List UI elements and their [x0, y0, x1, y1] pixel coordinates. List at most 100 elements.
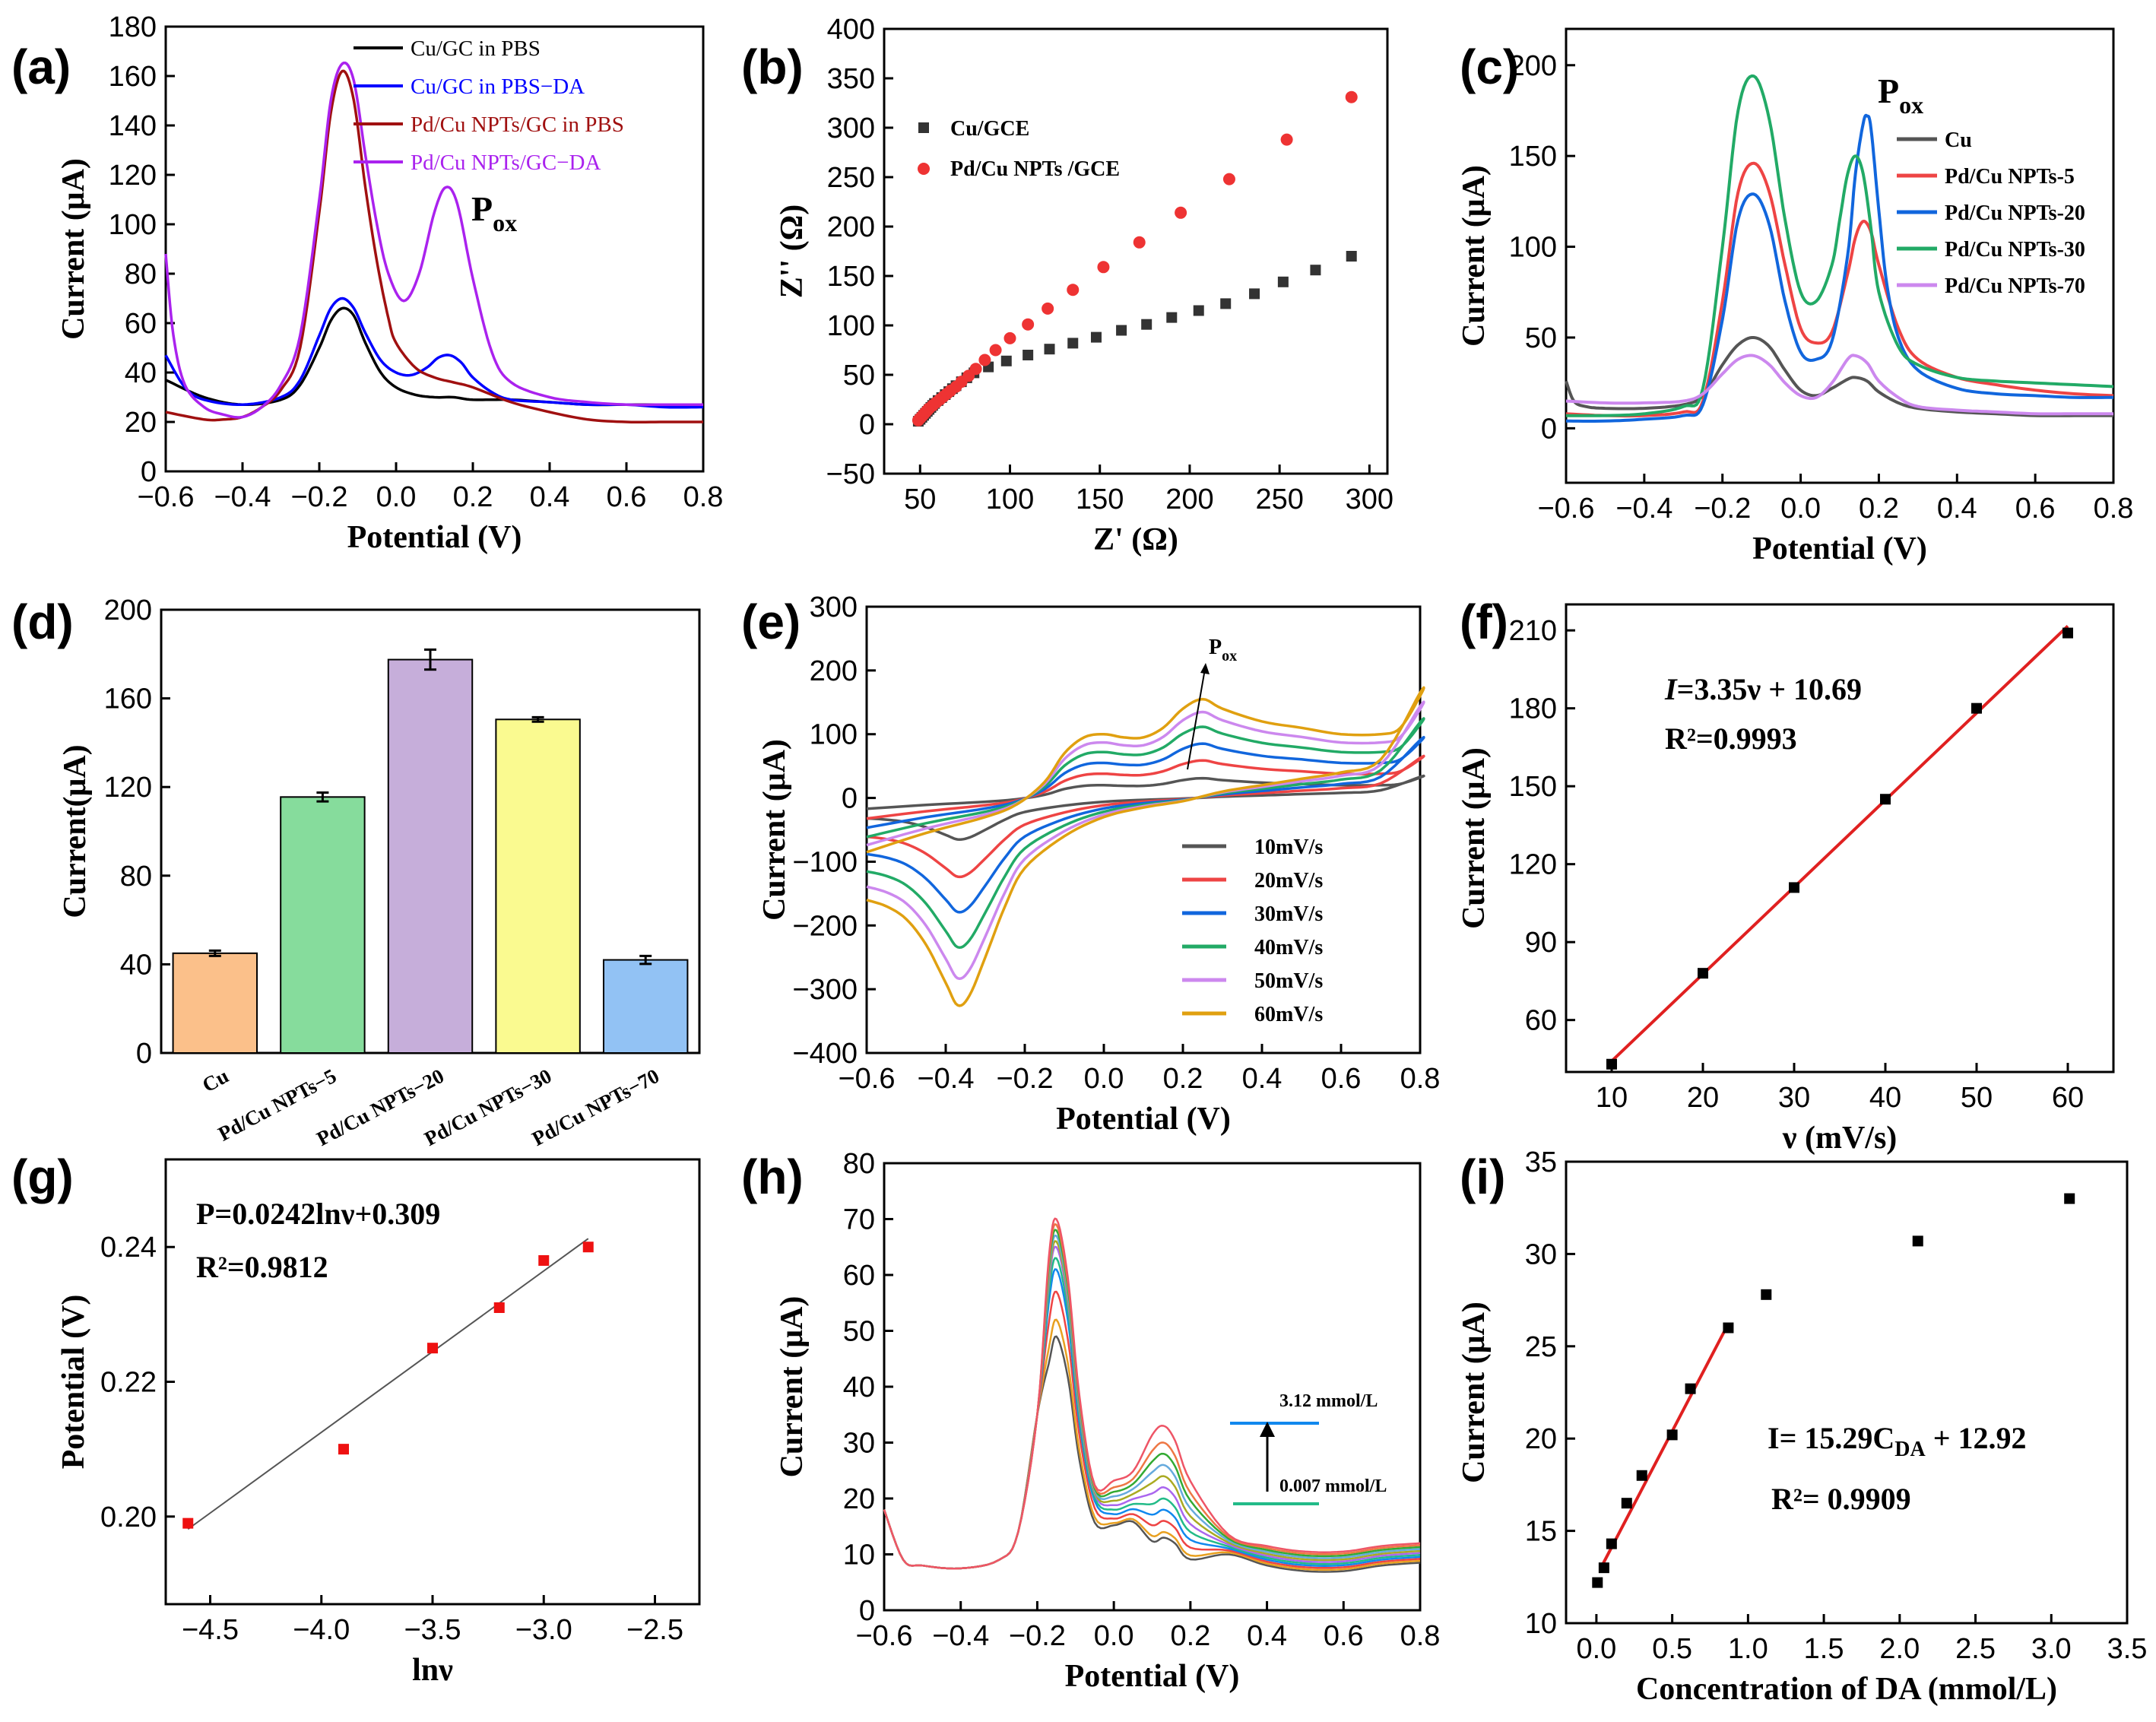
- y-tick-label: 160: [104, 683, 152, 715]
- x-tick-label: 300: [1346, 484, 1393, 515]
- cv-line-4: [866, 700, 1425, 981]
- y-tick-label: 50: [1525, 322, 1557, 354]
- data-point: [1912, 1235, 1923, 1247]
- x-tick-label: 10: [1596, 1082, 1628, 1114]
- legend-label: 20mV/s: [1254, 869, 1323, 893]
- data-point: [338, 1444, 349, 1455]
- series-line-3: [883, 1268, 1421, 1570]
- data-point-square: [1044, 344, 1055, 355]
- x-tick-label: 40: [1869, 1082, 1901, 1114]
- data-point-square: [1090, 331, 1102, 343]
- arrow-head: [1260, 1422, 1275, 1437]
- y-tick-label: −100: [792, 846, 858, 878]
- data-point: [1636, 1470, 1647, 1481]
- y-axis-label: Current (μA): [1457, 165, 1492, 347]
- y-tick-label: −50: [826, 458, 875, 490]
- legend-label: 10mV/s: [1254, 836, 1323, 859]
- data-point-circle: [969, 363, 982, 376]
- x-axis-label: Potential (V): [1056, 1102, 1231, 1137]
- x-tick-label: −0.2: [290, 481, 347, 513]
- chart-g: −4.5 −4.0 −3.5 −3.0 −2.5 0.20 0.22 0.24 lnν Poten…: [56, 1158, 701, 1688]
- y-tick-label: 120: [109, 160, 157, 192]
- data-point: [1789, 882, 1799, 893]
- y-tick-label: 100: [827, 310, 875, 342]
- x-tick-label: −0.4: [214, 481, 271, 513]
- legend-marker: [918, 122, 929, 133]
- y-axis-label: Current(μA): [58, 744, 93, 918]
- y-tick-label: 140: [109, 110, 157, 142]
- y-tick-label: 70: [843, 1204, 875, 1236]
- annotation-main: P: [1209, 636, 1222, 659]
- legend-label: 40mV/s: [1254, 936, 1323, 959]
- y-tick-label: 150: [827, 261, 875, 293]
- annotation-pox: Pox: [1878, 71, 1923, 119]
- x-tick-label: 1.0: [1728, 1633, 1768, 1665]
- y-tick-label: 10: [843, 1540, 875, 1571]
- x-tick-label: 0.6: [2015, 493, 2056, 525]
- x-tick-label: 2.0: [1879, 1633, 1920, 1665]
- chart-f: 10 20 30 40 50 60 60 90 120 150 180 210 ν (mV/s) Curr…: [1457, 603, 2115, 1156]
- data-point-square: [1141, 319, 1153, 330]
- equation: I=3.35ν + 10.69: [1664, 672, 1862, 706]
- data-point-square: [1277, 276, 1289, 287]
- data-point: [427, 1343, 438, 1354]
- x-tick-label: 0.2: [453, 481, 493, 513]
- legend-label: Cu/GC in PBS−DA: [411, 75, 585, 99]
- x-tick-label: 200: [1165, 484, 1213, 515]
- series-line-1: [883, 1318, 1421, 1571]
- panel-label-h: (h): [741, 1150, 804, 1204]
- cv-line-0: [866, 774, 1425, 841]
- y-tick-label: 150: [1509, 141, 1557, 173]
- x-tick-label: −0.2: [996, 1063, 1053, 1095]
- annotation-main: P: [471, 189, 493, 228]
- y-tick-label: 0: [136, 1038, 152, 1070]
- y-tick-label: 60: [125, 308, 157, 340]
- y-tick-label: 0.24: [100, 1232, 157, 1264]
- x-tick-label: 50: [1961, 1082, 1993, 1114]
- series-line-4: [1565, 354, 2113, 416]
- legend-label: 30mV/s: [1254, 902, 1323, 926]
- equation: P=0.0242lnν+0.309: [196, 1197, 440, 1231]
- panel-label-c: (c): [1460, 40, 1519, 94]
- cv-line-5: [866, 686, 1425, 1007]
- x-tick-label: −0.2: [1009, 1620, 1066, 1652]
- x-category-label: Cu: [198, 1064, 233, 1097]
- data-point: [1880, 794, 1891, 805]
- x-axis-label: Potential (V): [347, 520, 522, 555]
- r-squared: R²= 0.9909: [1771, 1482, 1911, 1516]
- x-axis-label: Potential (V): [1065, 1659, 1240, 1694]
- annotation-sub: ox: [1899, 91, 1923, 119]
- y-tick-label: 40: [843, 1372, 875, 1403]
- panel-label-g: (g): [11, 1150, 74, 1204]
- y-tick-label: 160: [109, 61, 157, 93]
- data-point-circle: [1133, 236, 1146, 249]
- data-point-circle: [1097, 261, 1110, 274]
- data-point: [1592, 1577, 1603, 1588]
- annotation-main: P: [1878, 71, 1899, 110]
- x-tick-label: 100: [986, 484, 1034, 515]
- x-tick-label: 0.8: [1400, 1063, 1441, 1095]
- data-point: [538, 1254, 550, 1266]
- legend-label: Cu: [1945, 128, 1972, 152]
- x-axis-label: Z' (Ω): [1093, 522, 1178, 557]
- x-tick-label: 0.0: [1094, 1620, 1134, 1652]
- panel-label-f: (f): [1460, 595, 1508, 649]
- y-tick-label: 0: [1541, 413, 1557, 445]
- x-tick-label: −0.6: [855, 1620, 912, 1652]
- panel-label-b: (b): [741, 40, 804, 94]
- y-tick-label: 210: [1509, 615, 1557, 647]
- x-tick-label: 30: [1778, 1082, 1810, 1114]
- y-tick-label: 20: [125, 407, 157, 439]
- x-tick-label: −3.0: [515, 1614, 572, 1646]
- y-tick-label: 0.20: [100, 1502, 157, 1533]
- y-tick-label: 40: [120, 949, 152, 981]
- chart-h: −0.6 −0.4 −0.2 0.0 0.2 0.4 0.6 0.8 0 10 20 30 40 50 60…: [775, 1148, 1440, 1694]
- data-point-square: [1023, 350, 1034, 360]
- y-axis-label: Current (μA): [775, 1296, 810, 1478]
- legend-marker: [918, 163, 930, 175]
- chart-e: −0.6 −0.4 −0.2 0.0 0.2 0.4 0.6 0.8 −400 −300 −200 −…: [757, 591, 1440, 1137]
- x-tick-label: −0.6: [838, 1063, 895, 1095]
- series-line-3: [164, 61, 703, 419]
- y-tick-label: 20: [1525, 1423, 1557, 1455]
